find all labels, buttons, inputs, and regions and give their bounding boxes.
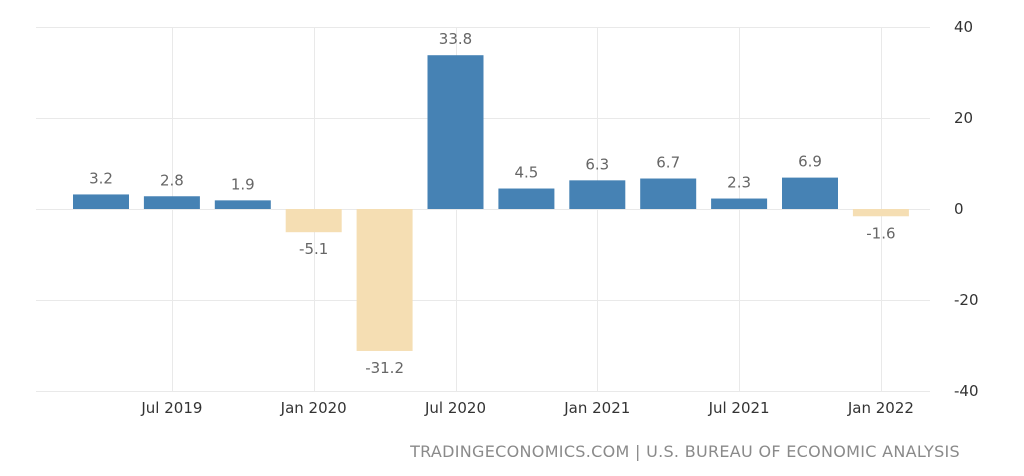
x-tick-label: Jul 2021 <box>708 399 770 417</box>
bar <box>852 209 909 217</box>
bar <box>73 194 129 209</box>
bar-data-label: -5.1 <box>299 240 328 258</box>
bar-data-label: 6.7 <box>656 154 680 172</box>
bar-data-label: 6.9 <box>798 153 822 171</box>
source-attribution: TRADINGECONOMICS.COM | U.S. BUREAU OF EC… <box>409 442 960 461</box>
x-tick-label: Jan 2020 <box>280 399 347 417</box>
bar <box>640 178 697 209</box>
bar <box>285 209 342 233</box>
y-tick-label: -40 <box>954 382 979 400</box>
bar <box>782 177 838 209</box>
bar-data-label: 1.9 <box>231 175 255 193</box>
x-tick-label: Jul 2020 <box>424 399 486 417</box>
bar <box>498 188 555 209</box>
y-tick-label: 40 <box>954 18 973 36</box>
bar-data-label: 2.3 <box>727 174 751 192</box>
x-tick-label: Jul 2019 <box>140 399 202 417</box>
y-tick-label: -20 <box>954 291 979 309</box>
bar <box>569 180 626 209</box>
x-tick-label: Jan 2021 <box>563 399 630 417</box>
bar-data-label: 33.8 <box>439 30 472 48</box>
bar <box>356 209 413 351</box>
bar-data-label: 2.8 <box>160 171 184 189</box>
bar <box>143 196 200 209</box>
bar-data-label: 3.2 <box>89 169 113 187</box>
bar <box>427 55 484 210</box>
bar-data-label: 4.5 <box>514 164 538 182</box>
bar-data-label: -31.2 <box>365 359 404 377</box>
bar <box>711 198 768 209</box>
y-axis-ticks: 40 20 0 -20 -40 <box>954 18 979 400</box>
bar <box>214 200 271 209</box>
bar-data-label: 6.3 <box>585 155 609 173</box>
y-tick-label: 20 <box>954 109 973 127</box>
data-labels-group: 3.2 2.8 1.9 -5.1 -31.2 33.8 4.5 6.3 6.7 2.3 6.9 -1.… <box>89 30 895 377</box>
y-tick-label: 0 <box>954 200 964 218</box>
bars-group <box>73 55 909 351</box>
bar-data-label: -1.6 <box>866 224 895 242</box>
x-tick-label: Jan 2022 <box>847 399 914 417</box>
x-axis-ticks: Jul 2019 Jan 2020 Jul 2020 Jan 2021 Jul 2021… <box>140 399 914 417</box>
